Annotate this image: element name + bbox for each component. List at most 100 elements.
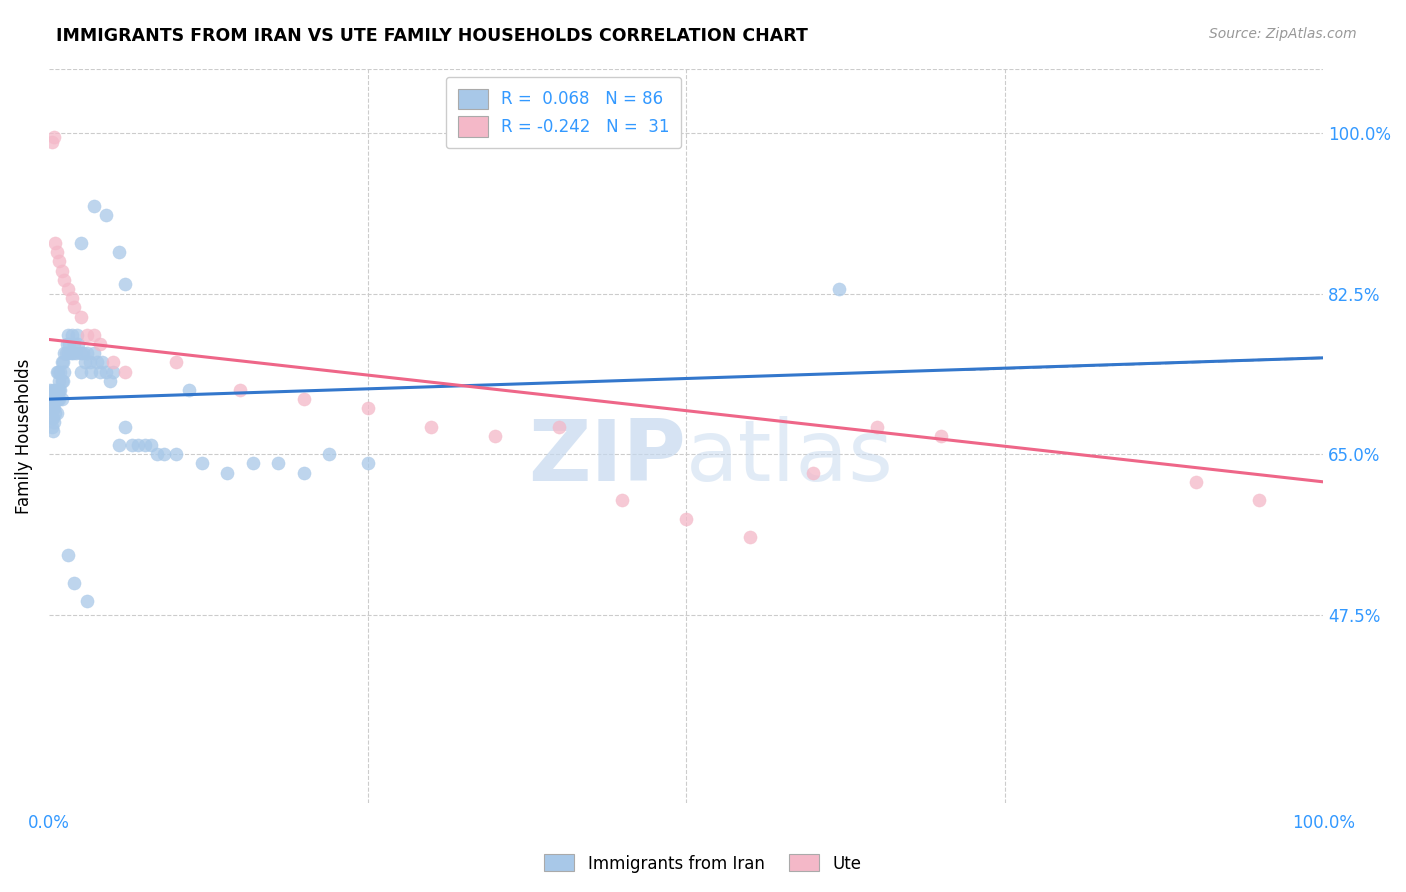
- Point: [134, 438, 156, 452]
- Point: [76, 327, 98, 342]
- Point: [356, 457, 378, 471]
- Point: [83, 199, 105, 213]
- Point: [89, 365, 111, 379]
- Point: [62, 346, 84, 360]
- Legend: Immigrants from Iran, Ute: Immigrants from Iran, Ute: [537, 847, 869, 880]
- Text: atlas: atlas: [686, 417, 894, 500]
- Point: [152, 447, 174, 461]
- Point: [146, 447, 169, 461]
- Point: [1249, 493, 1271, 508]
- Point: [89, 337, 111, 351]
- Point: [86, 355, 108, 369]
- Point: [53, 365, 76, 379]
- Point: [56, 337, 79, 351]
- Point: [127, 438, 149, 452]
- Point: [318, 447, 340, 461]
- Point: [292, 392, 315, 406]
- Point: [101, 355, 124, 369]
- Point: [46, 392, 69, 406]
- Point: [46, 383, 69, 397]
- Point: [612, 493, 634, 508]
- Point: [52, 355, 75, 369]
- Point: [45, 365, 67, 379]
- Point: [76, 594, 98, 608]
- Point: [48, 392, 70, 406]
- Point: [83, 327, 105, 342]
- Point: [547, 419, 569, 434]
- Point: [484, 429, 506, 443]
- Point: [44, 392, 66, 406]
- Point: [56, 346, 79, 360]
- Point: [39, 392, 62, 406]
- Point: [69, 235, 91, 250]
- Point: [45, 392, 67, 406]
- Point: [53, 273, 76, 287]
- Point: [42, 415, 65, 429]
- Point: [267, 457, 290, 471]
- Point: [63, 575, 86, 590]
- Point: [866, 419, 889, 434]
- Point: [44, 383, 66, 397]
- Point: [108, 245, 131, 260]
- Point: [76, 346, 98, 360]
- Point: [52, 374, 75, 388]
- Point: [41, 401, 63, 416]
- Point: [59, 346, 82, 360]
- Point: [114, 365, 136, 379]
- Point: [51, 355, 73, 369]
- Point: [51, 263, 73, 277]
- Point: [53, 346, 76, 360]
- Point: [101, 365, 124, 379]
- Legend: R =  0.068   N = 86, R = -0.242   N =  31: R = 0.068 N = 86, R = -0.242 N = 31: [446, 77, 681, 148]
- Point: [44, 406, 66, 420]
- Point: [45, 245, 67, 260]
- Point: [42, 130, 65, 145]
- Y-axis label: Family Households: Family Households: [15, 359, 32, 514]
- Point: [69, 346, 91, 360]
- Point: [121, 438, 143, 452]
- Point: [828, 282, 851, 296]
- Point: [96, 209, 118, 223]
- Point: [80, 365, 103, 379]
- Point: [41, 419, 63, 434]
- Point: [83, 346, 105, 360]
- Text: Source: ZipAtlas.com: Source: ZipAtlas.com: [1209, 27, 1357, 41]
- Point: [42, 410, 65, 425]
- Point: [217, 466, 239, 480]
- Point: [58, 337, 80, 351]
- Point: [63, 301, 86, 315]
- Point: [49, 383, 72, 397]
- Point: [42, 383, 65, 397]
- Point: [1184, 475, 1206, 489]
- Point: [55, 346, 77, 360]
- Point: [356, 401, 378, 416]
- Point: [96, 365, 118, 379]
- Point: [91, 355, 114, 369]
- Point: [114, 277, 136, 292]
- Point: [738, 530, 761, 544]
- Point: [242, 457, 264, 471]
- Point: [69, 365, 91, 379]
- Point: [41, 135, 63, 149]
- Text: ZIP: ZIP: [529, 417, 686, 500]
- Point: [73, 355, 96, 369]
- Point: [60, 291, 83, 305]
- Point: [45, 383, 67, 397]
- Point: [69, 310, 91, 324]
- Point: [48, 374, 70, 388]
- Point: [44, 235, 66, 250]
- Point: [48, 254, 70, 268]
- Point: [42, 392, 65, 406]
- Point: [66, 327, 89, 342]
- Point: [46, 365, 69, 379]
- Point: [420, 419, 443, 434]
- Point: [48, 383, 70, 397]
- Point: [67, 337, 90, 351]
- Point: [56, 327, 79, 342]
- Point: [179, 383, 201, 397]
- Point: [165, 355, 187, 369]
- Point: [63, 337, 86, 351]
- Point: [39, 383, 62, 397]
- Point: [165, 447, 187, 461]
- Point: [41, 410, 63, 425]
